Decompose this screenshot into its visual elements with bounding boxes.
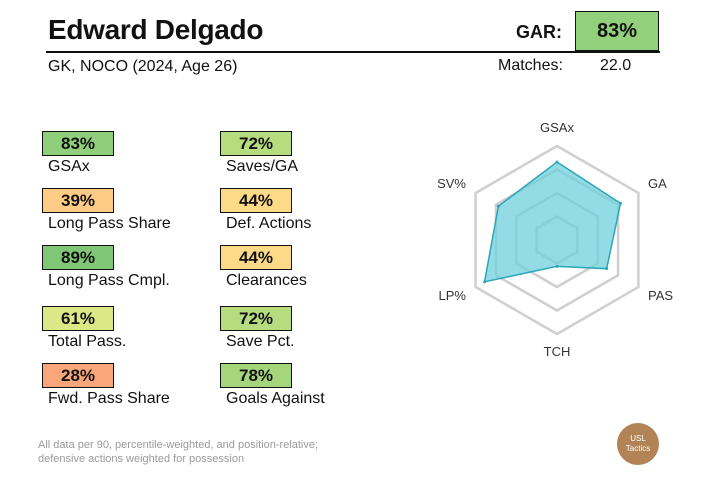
metric-item: 83% GSAx [42,131,114,176]
radar-axis-label: SV% [437,176,466,191]
metric-item: 72% Save Pct. [220,306,294,351]
metric-value-badge: 44% [220,245,292,270]
player-name: Edward Delgado [48,14,264,45]
logo-line-2: Tactics [625,444,651,453]
player-subtitle: GK, NOCO (2024, Age 26) [48,58,238,75]
matches-value: 22.0 [600,57,632,74]
radar-point [605,267,609,271]
metric-value-badge: 44% [220,188,292,213]
footer-line-2: defensive actions weighted for possessio… [38,453,245,465]
metric-item: 39% Long Pass Share [42,188,171,233]
footer-line-1: All data per 90, percentile-weighted, an… [38,439,319,451]
radar-axis-label: LP% [439,288,467,303]
metric-value-badge: 83% [42,131,114,156]
radar-axis-label: TCH [544,344,571,359]
metric-label: Saves/GA [226,158,299,175]
radar-series-area [483,161,622,283]
radar-axis-label: GSAx [540,120,574,135]
title-divider [46,51,660,53]
metric-item: 28% Fwd. Pass Share [42,363,170,408]
radar-point [483,280,487,284]
metric-label: Fwd. Pass Share [48,390,170,407]
gar-label: GAR: [516,22,562,42]
logo-line-1: USL [630,434,646,443]
radar-point [555,264,559,268]
metric-item: 78% Goals Against [220,363,325,408]
matches-label: Matches: [498,57,563,74]
radar-axis-label: PAS [648,288,673,303]
radar-point [496,204,500,208]
metric-item: 61% Total Pass. [42,306,126,351]
metric-label: Def. Actions [226,215,312,232]
metric-label: Long Pass Cmpl. [48,272,170,289]
metric-item: 44% Def. Actions [220,188,311,233]
footer-note: All data per 90, percentile-weighted, an… [38,438,318,466]
metric-item: 72% Saves/GA [220,131,298,176]
metric-label: Clearances [226,272,307,289]
metric-value-badge: 78% [220,363,292,388]
metric-item: 89% Long Pass Cmpl. [42,245,170,290]
metric-value-badge: 61% [42,306,114,331]
metric-label: Save Pct. [226,333,295,350]
metric-item: 44% Clearances [220,245,307,290]
metric-label: Long Pass Share [48,215,171,232]
metric-value-badge: 72% [220,306,292,331]
radar-axis-label: GA [648,176,667,191]
metric-value-badge: 28% [42,363,114,388]
gar-value-badge: 83% [575,11,659,51]
radar-point [618,201,622,205]
radar-point [555,160,559,164]
metric-label: Total Pass. [48,333,127,350]
usl-tactics-logo: USL Tactics [617,423,659,465]
metric-value-badge: 39% [42,188,114,213]
metric-label: GSAx [48,158,90,175]
metric-label: Goals Against [226,390,325,407]
metric-value-badge: 89% [42,245,114,270]
radar-grid-ring [474,144,640,336]
metric-value-badge: 72% [220,131,292,156]
